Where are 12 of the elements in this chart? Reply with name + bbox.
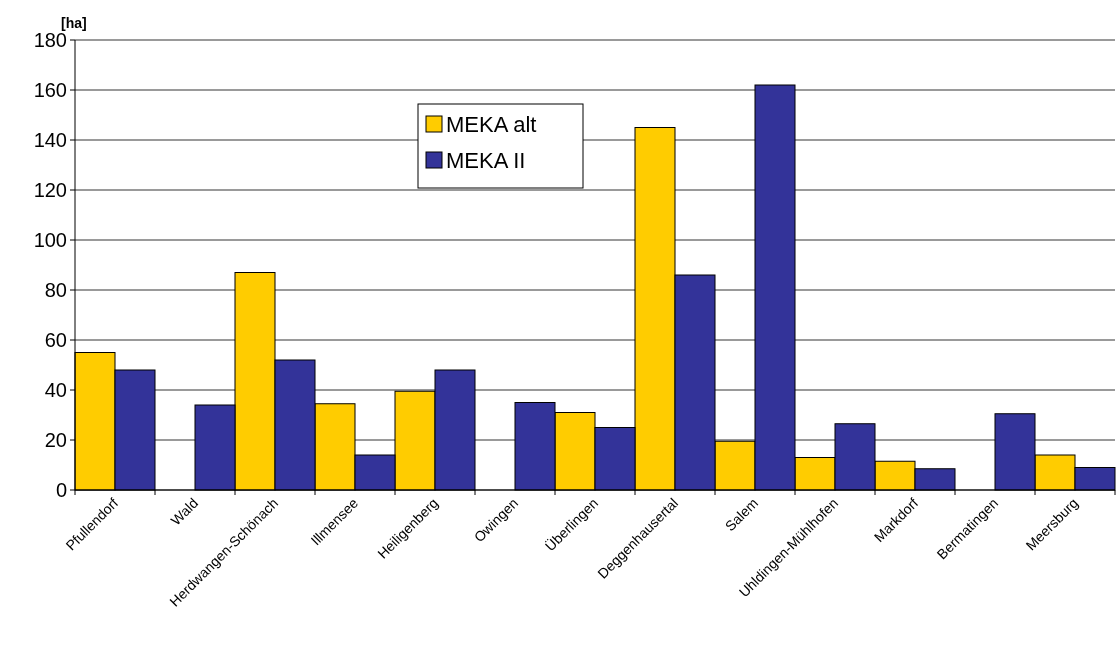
y-axis-title: [ha] bbox=[61, 15, 87, 31]
legend-label: MEKA II bbox=[446, 147, 526, 173]
y-tick-label: 140 bbox=[33, 129, 67, 151]
y-tick-label: 100 bbox=[33, 229, 67, 251]
y-tick-label: 40 bbox=[44, 379, 67, 401]
y-tick-label: 160 bbox=[33, 79, 67, 101]
y-tick-label: 20 bbox=[44, 429, 67, 451]
y-tick-label: 120 bbox=[33, 179, 67, 201]
y-tick-label: 60 bbox=[44, 329, 67, 351]
legend-label: MEKA alt bbox=[446, 111, 537, 137]
y-tick-label: 0 bbox=[55, 479, 67, 501]
y-tick-label: 80 bbox=[44, 279, 67, 301]
